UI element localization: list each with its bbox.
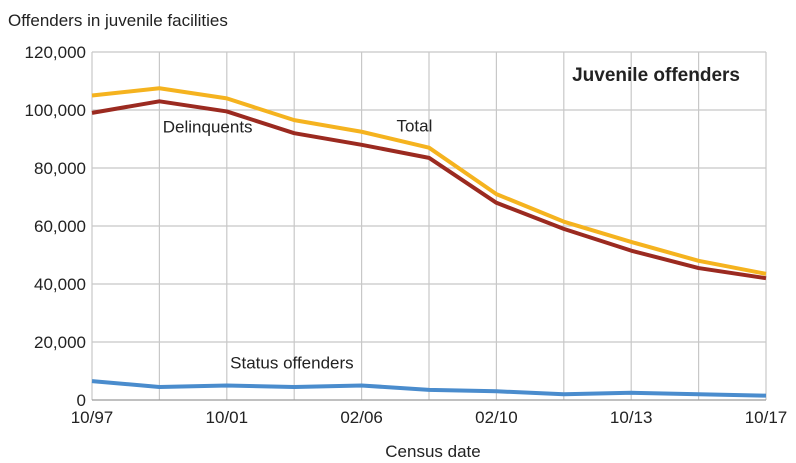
y-axis-title: Offenders in juvenile facilities: [8, 11, 228, 30]
x-tick-label: 10/01: [206, 408, 249, 427]
series-line-total: [91, 86, 767, 276]
y-tick-label: 0: [77, 391, 86, 410]
series-layer: [91, 86, 767, 398]
series-label-delinquents: Delinquents: [163, 117, 253, 136]
series-line-status-offenders: [91, 379, 767, 398]
grid-layer: [91, 51, 767, 401]
label-layer: 0 20,000 40,000 60,000 80,000 100,000 120,000 1…: [25, 43, 788, 427]
x-tick-label: 02/06: [340, 408, 383, 427]
x-tick-label: 10/97: [71, 408, 114, 427]
x-tick-label: 10/13: [610, 408, 653, 427]
x-tick-label: 10/17: [745, 408, 788, 427]
x-axis-title: Census date: [385, 442, 480, 458]
y-tick-label: 40,000: [34, 275, 86, 294]
y-tick-label: 100,000: [25, 101, 86, 120]
x-tick-label: 02/10: [475, 408, 518, 427]
chart-title: Juvenile offenders: [572, 65, 740, 86]
series-line-delinquents: [91, 99, 767, 281]
y-tick-label: 20,000: [34, 333, 86, 352]
y-tick-label: 80,000: [34, 159, 86, 178]
y-tick-label: 60,000: [34, 217, 86, 236]
series-label-total: Total: [396, 117, 432, 136]
y-tick-label: 120,000: [25, 43, 86, 62]
series-label-status-offenders: Status offenders: [230, 354, 353, 373]
